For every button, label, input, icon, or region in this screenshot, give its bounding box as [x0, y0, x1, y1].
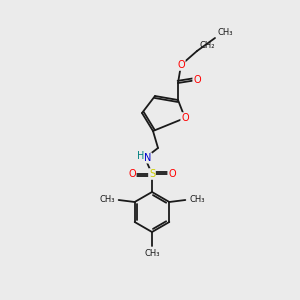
Text: O: O: [168, 169, 176, 179]
Text: CH₃: CH₃: [218, 28, 233, 37]
Text: O: O: [177, 60, 185, 70]
Text: CH₂: CH₂: [200, 41, 215, 50]
Text: S: S: [149, 169, 155, 179]
Text: H: H: [137, 151, 145, 161]
Text: N: N: [144, 153, 152, 163]
Text: CH₃: CH₃: [99, 196, 115, 205]
Text: O: O: [181, 113, 189, 123]
Text: CH₃: CH₃: [144, 249, 160, 258]
Text: CH₃: CH₃: [189, 196, 205, 205]
Text: O: O: [128, 169, 136, 179]
Text: O: O: [193, 75, 201, 85]
